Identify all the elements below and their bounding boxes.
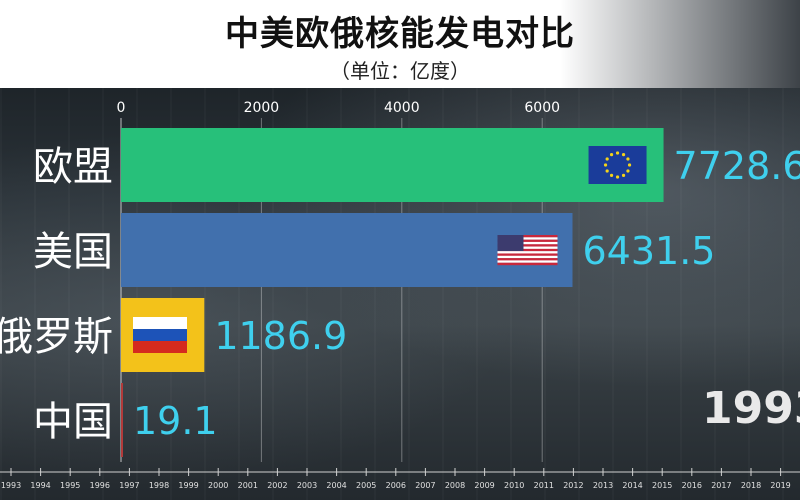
current-year-label: 1993 <box>702 383 800 434</box>
x-axis-ticks: 0 2000 4000 6000 <box>117 100 560 116</box>
timeline-year-label: 2000 <box>208 481 228 490</box>
value-label: 7728.6 <box>674 144 800 188</box>
timeline-year-label: 2002 <box>267 481 287 490</box>
timeline-year-label: 2007 <box>415 481 435 490</box>
timeline-year-label: 2010 <box>504 481 524 490</box>
timeline-year-label: 2019 <box>770 481 790 490</box>
chart-title: 中美欧俄核能发电对比 <box>225 14 575 54</box>
timeline-year-label: 2006 <box>386 481 406 490</box>
bar <box>121 128 664 202</box>
bars: 欧盟 7728.6 美国 6431.5 俄罗斯 1186.9 中国 19.1 <box>0 128 800 457</box>
value-label: 6431.5 <box>582 229 715 273</box>
category-label: 中国 <box>33 399 113 445</box>
timeline-year-label: 2012 <box>563 481 583 490</box>
us-flag-icon <box>497 235 558 266</box>
timeline-year-label: 2005 <box>356 481 376 490</box>
value-label: 19.1 <box>133 399 218 443</box>
title-banner: 中美欧俄核能发电对比 （单位：亿度） <box>0 0 800 88</box>
timeline-year-label: 1995 <box>60 481 80 490</box>
bar <box>121 383 123 457</box>
chart-subtitle: （单位：亿度） <box>330 59 470 83</box>
timeline-year-label: 1997 <box>119 481 139 490</box>
timeline-year-label: 2018 <box>741 481 761 490</box>
x-tick-label: 6000 <box>524 100 560 116</box>
timeline-year-label: 1998 <box>149 481 169 490</box>
russia-flag-icon <box>133 317 187 353</box>
timeline-year-label: 2008 <box>445 481 465 490</box>
timeline-year-label: 2009 <box>474 481 494 490</box>
bar-row: 俄罗斯 1186.9 <box>0 298 347 372</box>
timeline-year-label: 2001 <box>238 481 258 490</box>
timeline-axis: 1993 1994 1995 1996 1997 1998 1999 2000 2001 2002… <box>0 468 800 490</box>
timeline-year-label: 2013 <box>593 481 613 490</box>
category-label: 俄罗斯 <box>0 314 113 360</box>
timeline-year-label: 2015 <box>652 481 672 490</box>
title-banner-fade <box>560 0 800 88</box>
timeline-year-label: 1999 <box>178 481 198 490</box>
eu-flag-icon <box>588 146 647 184</box>
timeline-year-label: 2003 <box>297 481 317 490</box>
bar-row: 中国 19.1 <box>33 383 218 457</box>
x-tick-label: 4000 <box>384 100 420 116</box>
x-tick-label: 0 <box>117 100 126 116</box>
timeline-year-label: 2017 <box>711 481 731 490</box>
timeline-year-label: 1994 <box>30 481 50 490</box>
bar-row: 美国 6431.5 <box>33 213 715 287</box>
bar <box>121 213 573 287</box>
value-label: 1186.9 <box>214 314 347 358</box>
timeline-year-label: 2011 <box>534 481 554 490</box>
timeline-year-label: 1993 <box>1 481 21 490</box>
category-label: 美国 <box>33 229 113 275</box>
x-tick-label: 2000 <box>244 100 280 116</box>
timeline-year-label: 2016 <box>682 481 702 490</box>
category-label: 欧盟 <box>33 144 113 190</box>
timeline-year-label: 2014 <box>622 481 642 490</box>
timeline-year-label: 2004 <box>326 481 346 490</box>
bar-row: 欧盟 7728.6 <box>33 128 800 202</box>
current-year: 1993 <box>702 383 800 434</box>
timeline-year-label: 1996 <box>90 481 110 490</box>
